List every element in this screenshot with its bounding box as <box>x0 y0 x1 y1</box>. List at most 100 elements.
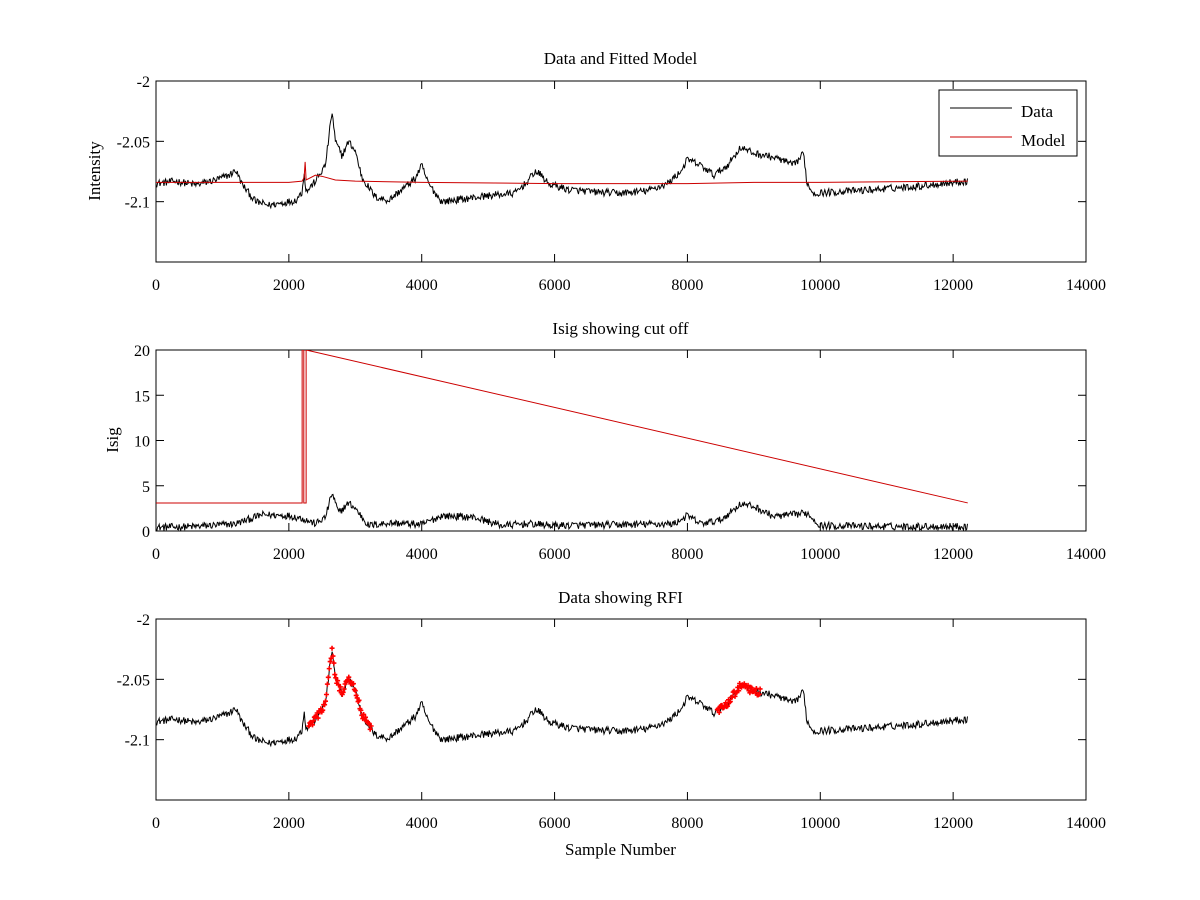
rfi-marker <box>326 666 332 672</box>
rfi-marker <box>358 707 364 713</box>
subplot-3-xlabel: Sample Number <box>565 840 676 859</box>
axes-box <box>155 80 1087 263</box>
x-tick-label: 0 <box>152 546 160 563</box>
rfi-marker <box>333 675 339 681</box>
subplot-2-title: Isig showing cut off <box>552 319 688 338</box>
rfi-marker <box>737 681 743 687</box>
x-tick-label: 8000 <box>671 815 703 832</box>
x-tick-label: 0 <box>152 277 160 294</box>
rfi-marker <box>315 715 321 721</box>
subplot-isig-showing-cut-off: Isig showing cut off Isig 0 2000 4000 6000 8… <box>103 319 1106 563</box>
legend-entry-model: Model <box>1021 131 1066 150</box>
rfi-marker <box>346 674 352 680</box>
x-tick-label: 8000 <box>671 546 703 563</box>
rfi-marker <box>745 682 751 688</box>
x-tick-label: 12000 <box>933 546 973 563</box>
rfi-marker <box>352 688 358 694</box>
x-tick-label: 6000 <box>539 815 571 832</box>
rfi-marker <box>322 702 328 708</box>
rfi-marker <box>341 686 347 692</box>
x-tick-label: 4000 <box>406 277 438 294</box>
legend: Data Model <box>938 89 1078 157</box>
rfi-marker <box>327 659 333 665</box>
x-tick-label: 6000 <box>539 546 571 563</box>
rfi-marker <box>367 726 373 732</box>
rfi-marker <box>363 714 369 720</box>
x-tick-label: 14000 <box>1066 815 1106 832</box>
x-tick-label: 0 <box>152 815 160 832</box>
subplot-1-title: Data and Fitted Model <box>544 49 698 68</box>
rfi-marker <box>320 707 326 713</box>
y-tick-label: -2.1 <box>125 733 150 750</box>
rfi-marker <box>353 692 359 698</box>
legend-entry-data: Data <box>1021 102 1054 121</box>
rfi-marker <box>356 697 362 703</box>
rfi-marker <box>335 678 341 684</box>
rfi-marker <box>757 686 763 692</box>
series-line-1 <box>156 350 968 504</box>
x-tick-label: 8000 <box>671 277 703 294</box>
rfi-marker <box>329 645 335 651</box>
rfi-marker <box>340 689 346 695</box>
x-tick-label: 12000 <box>933 277 973 294</box>
x-tick-label: 10000 <box>800 815 840 832</box>
y-tick-label: 0 <box>142 524 150 541</box>
x-tick-label: 4000 <box>406 815 438 832</box>
rfi-marker <box>361 711 367 717</box>
y-tick-label: 5 <box>142 479 150 496</box>
rfi-marker <box>310 722 316 728</box>
y-tick-label: -2 <box>137 612 150 629</box>
x-tick-label: 2000 <box>273 277 305 294</box>
series-line-0 <box>156 493 968 531</box>
series-line-0 <box>156 651 968 748</box>
rfi-marker <box>331 660 337 666</box>
rfi-marker <box>725 703 731 709</box>
rfi-marker <box>323 691 329 697</box>
x-tick-label: 12000 <box>933 815 973 832</box>
rfi-marker <box>732 693 738 699</box>
legend-box <box>938 89 1078 157</box>
x-tick-label: 4000 <box>406 546 438 563</box>
rfi-marker <box>749 685 755 691</box>
rfi-marker <box>337 684 343 690</box>
y-tick-label: 10 <box>134 434 150 451</box>
y-tick-label: -2 <box>137 74 150 91</box>
x-tick-label: 6000 <box>539 277 571 294</box>
rfi-marker <box>716 709 722 715</box>
rfi-marker <box>330 653 336 659</box>
subplot-data-and-fitted-model: Data and Fitted Model Intensity 0 2000 400… <box>85 49 1106 294</box>
rfi-marker <box>736 688 742 694</box>
rfi-marker <box>727 699 733 705</box>
rfi-marker <box>747 690 753 696</box>
rfi-markers-1 <box>714 681 763 715</box>
x-tick-label: 10000 <box>800 546 840 563</box>
subplot-data-showing-rfi: Data showing RFI Sample Number 0 2000 4000… <box>117 588 1106 859</box>
y-tick-label: 20 <box>134 343 150 360</box>
rfi-marker <box>323 698 329 704</box>
x-tick-label: 2000 <box>273 546 305 563</box>
subplot-2-ylabel: Isig <box>103 427 122 453</box>
series-line-model <box>156 161 968 185</box>
y-tick-label: -2.05 <box>117 134 150 151</box>
rfi-marker <box>756 691 762 697</box>
rfi-marker <box>368 723 374 729</box>
rfi-marker <box>350 681 356 687</box>
x-tick-label: 14000 <box>1066 546 1106 563</box>
y-tick-label: -2.05 <box>117 672 150 689</box>
rfi-marker <box>324 681 330 687</box>
y-tick-label: -2.1 <box>125 195 150 212</box>
x-tick-label: 10000 <box>800 277 840 294</box>
rfi-markers-0 <box>306 645 374 732</box>
subplot-1-ylabel: Intensity <box>85 141 104 201</box>
rfi-marker <box>310 718 316 724</box>
x-tick-label: 2000 <box>273 815 305 832</box>
axes-box <box>155 618 1087 801</box>
series-line-data <box>156 113 968 210</box>
y-tick-label: 15 <box>134 388 150 405</box>
subplot-3-title: Data showing RFI <box>558 588 683 607</box>
rfi-marker <box>752 689 758 695</box>
rfi-marker <box>332 672 338 678</box>
rfi-marker <box>325 674 331 680</box>
rfi-marker <box>306 723 312 729</box>
